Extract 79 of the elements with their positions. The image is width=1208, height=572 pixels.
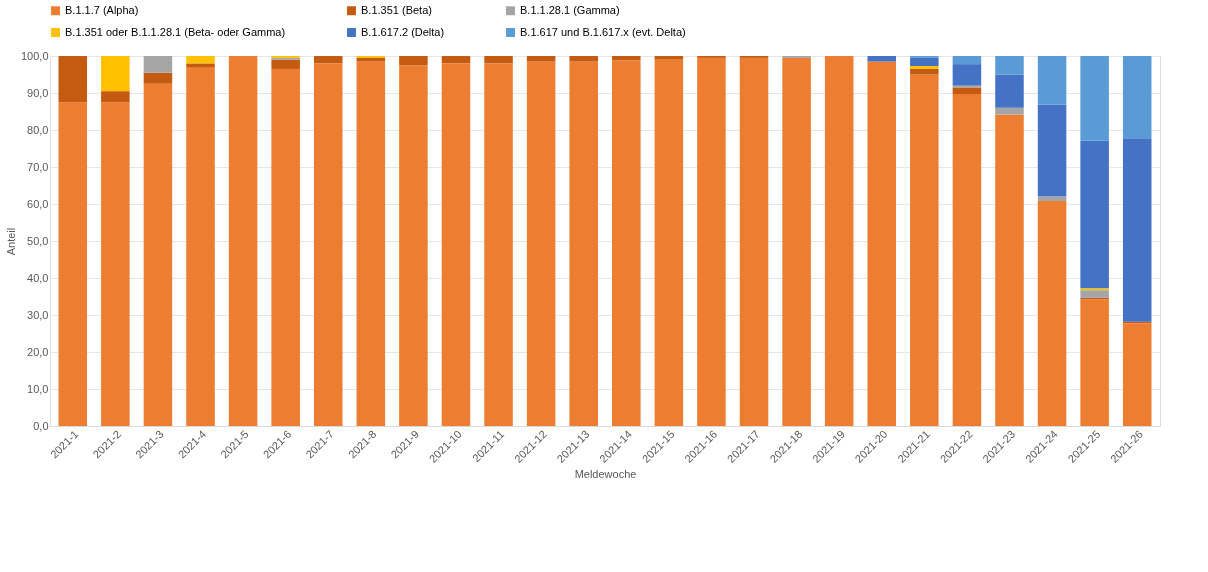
bar (569, 61, 598, 426)
y-tick-label: 40,0 (27, 271, 49, 284)
bar (952, 94, 982, 426)
bar (526, 56, 556, 62)
bar (313, 63, 343, 426)
bar (654, 59, 684, 426)
bar (612, 60, 641, 426)
bar (867, 56, 897, 62)
bar (1037, 201, 1067, 426)
bar (824, 56, 854, 426)
bar (612, 56, 641, 61)
bar (484, 56, 513, 64)
y-tick-label: 20,0 (27, 345, 49, 358)
bar (58, 102, 88, 426)
bar (910, 57, 939, 66)
bar (271, 68, 300, 426)
bar (1037, 56, 1067, 105)
bar (1122, 138, 1152, 322)
bar (441, 63, 471, 426)
bar (228, 56, 258, 426)
bar (526, 61, 556, 426)
bar (910, 65, 939, 69)
bar (910, 68, 939, 75)
legend-label: B.1.1.28.1 (Gamma) (520, 3, 620, 16)
bar (399, 56, 428, 66)
x-axis-title: Meldewoche (574, 467, 637, 480)
y-tick-label: 30,0 (27, 308, 49, 321)
bar (995, 74, 1024, 108)
bar (143, 83, 173, 426)
bar (186, 56, 215, 64)
bar (441, 56, 471, 64)
bar (1037, 104, 1067, 197)
bar (101, 91, 130, 103)
bar (1080, 56, 1109, 141)
y-tick-label: 90,0 (27, 86, 49, 99)
bar (569, 56, 598, 62)
bar (1080, 140, 1109, 289)
bar (356, 57, 386, 62)
bar (697, 57, 726, 426)
legend-label: B.1.617 und B.1.617.x (evt. Delta) (520, 25, 686, 38)
bar (739, 57, 769, 426)
bar (1080, 299, 1109, 426)
bar (952, 64, 982, 86)
bar (952, 56, 982, 65)
y-tick-label: 80,0 (27, 123, 49, 136)
bar (58, 56, 88, 103)
legend-label: B.1.351 (Beta) (361, 3, 432, 16)
y-tick-label: 100,0 (20, 49, 49, 62)
bar (1080, 290, 1109, 298)
bar (910, 74, 939, 426)
bar (867, 61, 897, 426)
y-tick-label: 10,0 (27, 382, 49, 395)
bar (995, 114, 1024, 426)
bar (101, 102, 130, 426)
bar (995, 56, 1024, 75)
legend-label: B.1.1.7 (Alpha) (65, 3, 139, 16)
y-axis-title: Anteil (4, 227, 17, 256)
bar (995, 107, 1024, 115)
bar (101, 56, 130, 92)
bar (1122, 323, 1152, 426)
bar (952, 87, 982, 95)
bar (186, 67, 215, 426)
legend-label: B.1.351 oder B.1.1.28.1 (Beta- oder Gamma) (65, 25, 286, 38)
bar (356, 61, 386, 426)
bar (271, 59, 300, 69)
y-tick-label: 50,0 (27, 234, 49, 247)
bar (313, 56, 343, 64)
bar (654, 56, 684, 60)
y-tick-label: 0,0 (33, 419, 49, 432)
y-tick-label: 60,0 (27, 197, 49, 210)
y-tick-label: 70,0 (27, 160, 49, 173)
legend-label: B.1.617.2 (Delta) (361, 25, 445, 38)
bar (143, 72, 173, 84)
bar (143, 56, 173, 73)
bar (782, 57, 811, 426)
bar (484, 63, 513, 426)
bar (399, 65, 428, 426)
bar (1122, 56, 1152, 139)
bar (186, 63, 215, 68)
